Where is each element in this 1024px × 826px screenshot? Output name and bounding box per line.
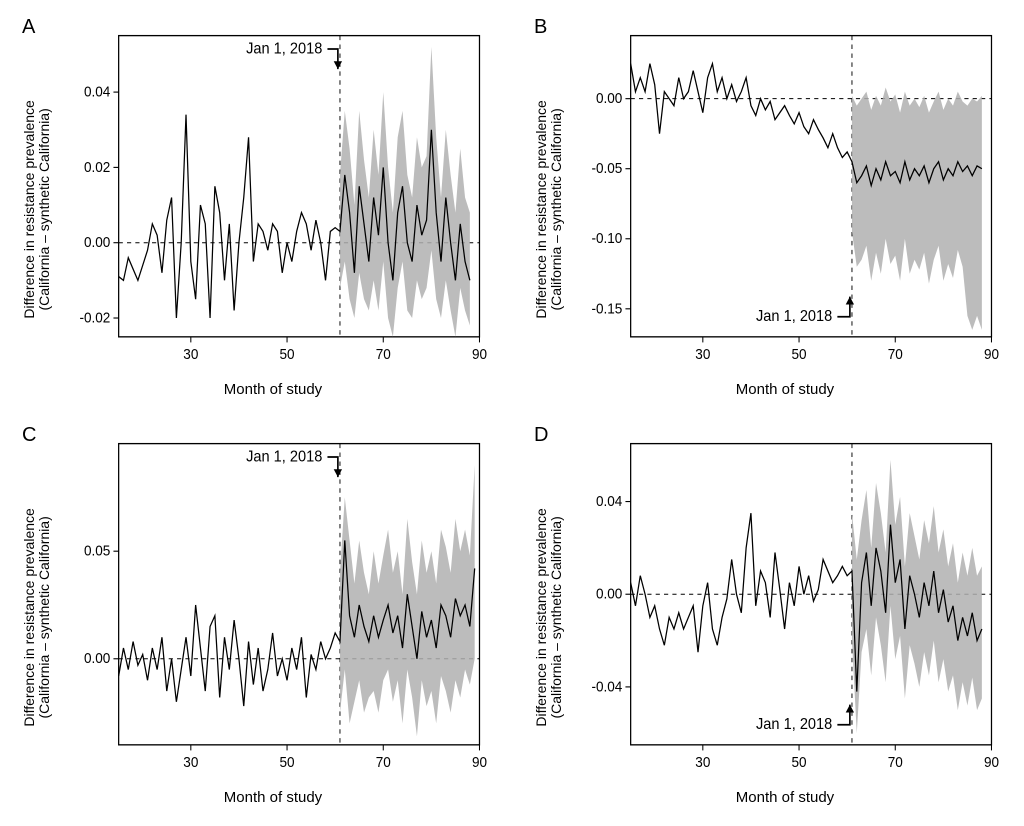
svg-text:-0.10: -0.10	[591, 230, 622, 247]
svg-text:0.05: 0.05	[84, 542, 111, 559]
svg-text:Jan 1, 2018: Jan 1, 2018	[756, 716, 832, 734]
plot-area-d: 30 50 70 90 -0.04 0.00 0.04 Jan 1, 2018	[566, 428, 1004, 785]
plot-area-a: 30 50 70 90 -0.02 0.00 0.02 0.04 Jan 1, 2018	[54, 20, 492, 377]
svg-text:-0.04: -0.04	[591, 678, 622, 695]
panel-a: A Difference in resistance prevalence(Ca…	[20, 20, 492, 398]
svg-text:-0.02: -0.02	[79, 309, 110, 326]
svg-text:0.04: 0.04	[84, 83, 111, 100]
svg-text:0.00: 0.00	[84, 234, 111, 251]
y-axis-label: Difference in resistance prevalence(Cali…	[22, 100, 53, 318]
svg-text:70: 70	[888, 754, 903, 771]
svg-text:50: 50	[792, 754, 807, 771]
svg-text:0.04: 0.04	[596, 493, 623, 510]
panel-letter: A	[22, 16, 35, 39]
plot-area-c: 30 50 70 90 0.00 0.05 Jan 1, 2018	[54, 428, 492, 785]
plot-area-b: 30 50 70 90 -0.15 -0.10 -0.05 0.00 Jan 1, 2018	[566, 20, 1004, 377]
svg-text:0.00: 0.00	[596, 90, 623, 107]
svg-text:90: 90	[472, 346, 487, 363]
svg-text:50: 50	[280, 346, 295, 363]
svg-text:90: 90	[984, 754, 999, 771]
x-axis-label: Month of study	[54, 377, 492, 398]
panel-letter: D	[534, 424, 548, 447]
svg-text:Jan 1, 2018: Jan 1, 2018	[756, 308, 832, 326]
y-axis-label: Difference in resistance prevalence(Cali…	[22, 508, 53, 726]
svg-text:0.00: 0.00	[84, 650, 111, 667]
x-axis-label: Month of study	[566, 785, 1004, 806]
y-axis-label: Difference in resistance prevalence(Cali…	[534, 508, 565, 726]
svg-text:70: 70	[888, 346, 903, 363]
svg-text:Jan 1, 2018: Jan 1, 2018	[246, 448, 322, 466]
panel-letter: B	[534, 16, 547, 39]
svg-text:70: 70	[376, 346, 391, 363]
svg-text:50: 50	[280, 754, 295, 771]
svg-text:-0.05: -0.05	[591, 160, 622, 177]
panel-b: B Difference in resistance prevalence(Ca…	[532, 20, 1004, 398]
svg-text:90: 90	[984, 346, 999, 363]
svg-text:30: 30	[695, 754, 710, 771]
y-axis-label: Difference in resistance prevalence(Cali…	[534, 100, 565, 318]
panel-d: D Difference in resistance prevalence(Ca…	[532, 428, 1004, 806]
svg-text:50: 50	[792, 346, 807, 363]
svg-text:30: 30	[695, 346, 710, 363]
x-axis-label: Month of study	[566, 377, 1004, 398]
svg-text:-0.15: -0.15	[591, 300, 622, 317]
svg-text:Jan 1, 2018: Jan 1, 2018	[246, 40, 322, 58]
svg-text:70: 70	[376, 754, 391, 771]
panel-c: C Difference in resistance prevalence(Ca…	[20, 428, 492, 806]
svg-text:90: 90	[472, 754, 487, 771]
svg-text:30: 30	[183, 754, 198, 771]
x-axis-label: Month of study	[54, 785, 492, 806]
svg-text:30: 30	[183, 346, 198, 363]
figure-grid: A Difference in resistance prevalence(Ca…	[20, 20, 1004, 806]
svg-text:0.02: 0.02	[84, 158, 111, 175]
svg-text:0.00: 0.00	[596, 585, 623, 602]
panel-letter: C	[22, 424, 36, 447]
